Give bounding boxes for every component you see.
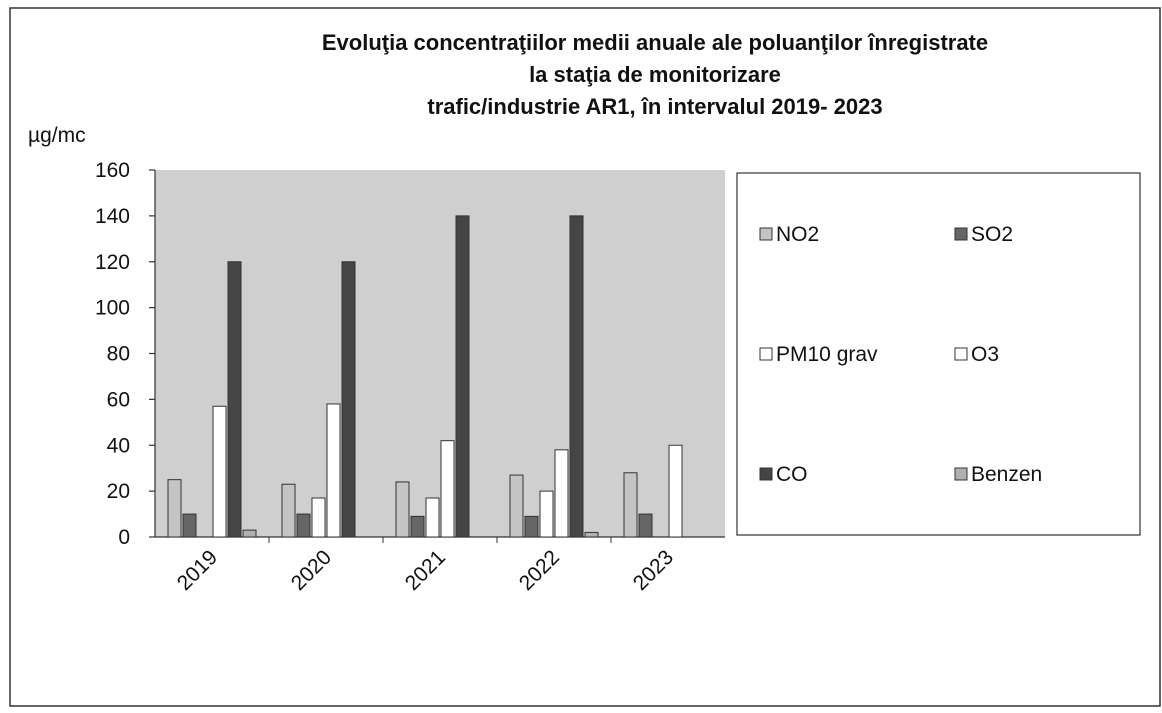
chart-title: la staţia de monitorizare: [529, 62, 781, 87]
bar: [425, 497, 440, 538]
legend-label: CO: [776, 463, 808, 486]
legend-label: O3: [971, 343, 999, 366]
legend-swatch: [759, 227, 773, 241]
bar: [326, 403, 341, 538]
legend-swatch: [954, 227, 968, 241]
legend-swatch: [954, 467, 968, 481]
y-tick-label: 100: [95, 297, 130, 320]
bar: [584, 531, 599, 538]
y-tick-label: 80: [107, 343, 130, 366]
legend-label: PM10 grav: [776, 343, 878, 366]
y-tick-label: 140: [95, 205, 130, 228]
bar: [539, 490, 554, 538]
y-tick-label: 160: [95, 159, 130, 182]
bar: [440, 440, 455, 538]
bar: [410, 515, 425, 538]
bar: [569, 215, 584, 538]
y-tick-label: 60: [107, 388, 130, 411]
legend-swatch: [759, 347, 773, 361]
bar: [395, 481, 410, 538]
bar: [554, 449, 569, 538]
y-tick-label: 40: [107, 434, 130, 457]
bar: [227, 261, 242, 538]
bar: [167, 479, 182, 538]
y-tick-label: 0: [118, 526, 130, 549]
legend-label: SO2: [971, 223, 1013, 246]
y-tick-label: 20: [107, 480, 130, 503]
y-axis-label: µg/mc: [28, 124, 86, 147]
bar: [212, 405, 227, 538]
bar: [638, 513, 653, 538]
legend-swatch: [954, 347, 968, 361]
bar: [623, 472, 638, 538]
legend: [736, 172, 1141, 536]
bar: [281, 483, 296, 538]
bar: [509, 474, 524, 538]
bar: [311, 497, 326, 538]
bar: [182, 513, 197, 538]
chart-title: trafic/industrie AR1, în intervalul 2019…: [427, 94, 882, 119]
bar: [341, 261, 356, 538]
legend-label: Benzen: [971, 463, 1042, 486]
legend-swatch: [759, 467, 773, 481]
bar: [242, 529, 257, 538]
bar: [668, 444, 683, 538]
y-tick-label: 120: [95, 251, 130, 274]
legend-label: NO2: [776, 223, 819, 246]
chart-title: Evoluţia concentraţiilor medii anuale al…: [322, 30, 988, 55]
bar: [296, 513, 311, 538]
bar: [524, 515, 539, 538]
bar: [455, 215, 470, 538]
